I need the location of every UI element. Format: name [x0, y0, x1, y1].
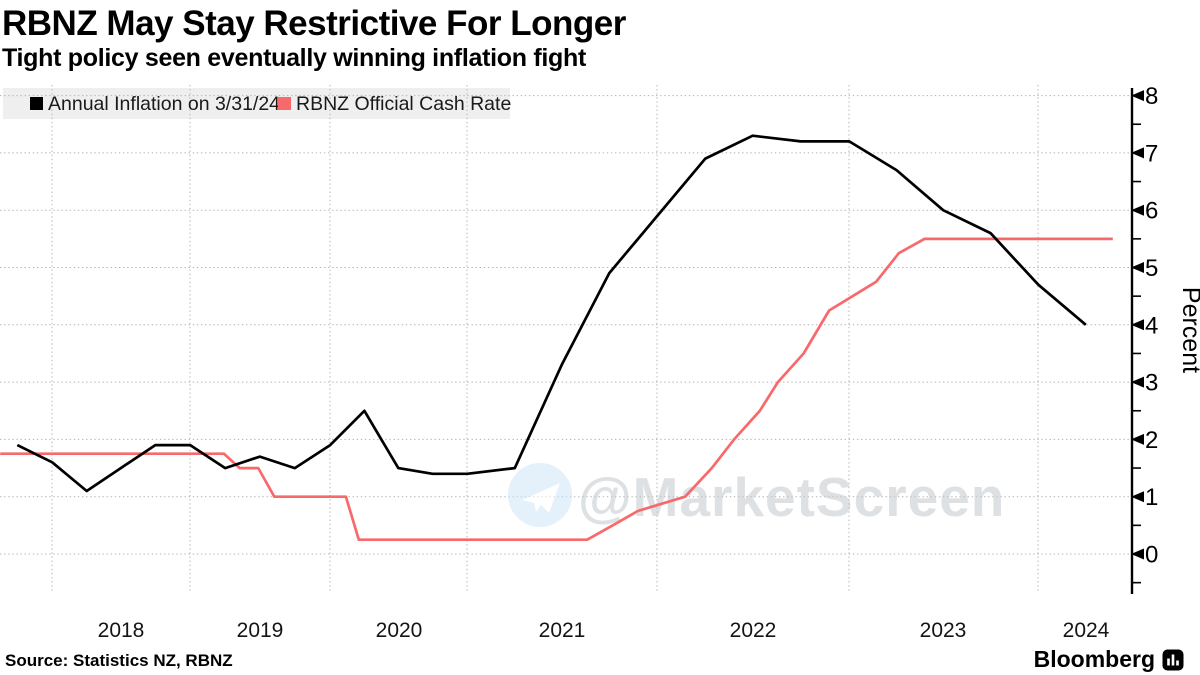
- y-tick-label: 4: [1145, 312, 1158, 339]
- x-tick-label: 2018: [98, 619, 145, 642]
- y-tick-label: 1: [1145, 484, 1158, 511]
- y-major-tick-arrow: [1131, 433, 1144, 445]
- y-tick-label: 7: [1145, 140, 1158, 167]
- paper-plane-glyph: [522, 483, 560, 513]
- bloomberg-wordmark: Bloomberg: [1033, 646, 1155, 672]
- y-tick-label: 8: [1145, 83, 1158, 110]
- source-note: Source: Statistics NZ, RBNZ: [5, 651, 233, 670]
- inflation-line: [16, 134, 1087, 493]
- x-tick-label: 2024: [1063, 619, 1110, 642]
- y-tick-label: 3: [1145, 370, 1158, 397]
- x-tick-label: 2023: [920, 619, 967, 642]
- y-major-tick-arrow: [1131, 491, 1144, 503]
- y-major-tick-arrow: [1131, 376, 1144, 388]
- watermark-text: @MarketScreen: [578, 466, 1005, 528]
- x-tick-label: 2021: [539, 619, 586, 642]
- y-major-tick-arrow: [1131, 548, 1144, 560]
- chart-title: RBNZ May Stay Restrictive For Longer: [2, 4, 626, 43]
- chart-subtitle: Tight policy seen eventually winning inf…: [2, 44, 586, 72]
- watermark: @MarketScreen: [508, 463, 1005, 528]
- legend-swatch: [278, 97, 291, 110]
- y-axis-title: Percent: [1177, 287, 1200, 373]
- y-major-tick-arrow: [1131, 262, 1144, 273]
- y-major-tick-arrow: [1131, 90, 1144, 102]
- y-tick-label: 5: [1145, 255, 1158, 282]
- y-tick-label: 6: [1145, 198, 1158, 225]
- y-tick-label: 0: [1145, 542, 1158, 569]
- cash-rate-line: [0, 237, 1113, 542]
- legend-label: RBNZ Official Cash Rate: [296, 93, 511, 115]
- legend-background: [3, 88, 510, 119]
- legend-label: Annual Inflation on 3/31/24: [48, 93, 280, 115]
- y-major-tick-arrow: [1131, 319, 1144, 331]
- x-tick-label: 2022: [730, 619, 777, 642]
- bar-chart-icon: [1162, 649, 1184, 670]
- y-major-tick-arrow: [1131, 204, 1144, 216]
- legend-swatch: [30, 97, 43, 110]
- bloomberg-logo: Bloomberg: [1034, 646, 1184, 673]
- x-tick-label: 2019: [237, 619, 284, 642]
- y-major-tick-arrow: [1131, 147, 1144, 159]
- x-tick-label: 2020: [376, 619, 423, 642]
- y-tick-label: 2: [1145, 427, 1158, 454]
